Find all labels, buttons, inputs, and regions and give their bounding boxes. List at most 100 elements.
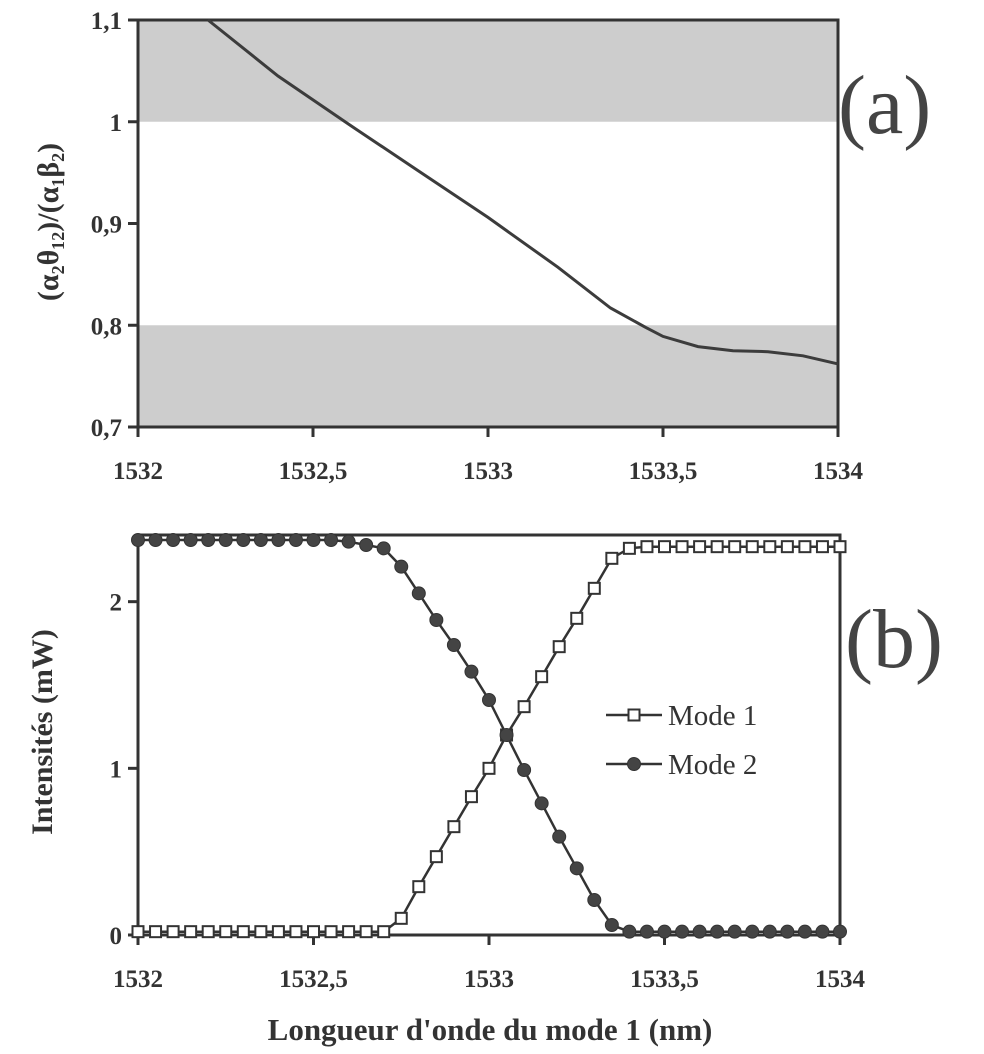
- mode-2-point: [692, 924, 707, 939]
- mode-1-point: [587, 581, 601, 595]
- y-tick-label: 1: [110, 110, 123, 137]
- mode-2-point: [411, 586, 426, 601]
- mode-1-point: [658, 540, 671, 554]
- mode-2-point: [341, 534, 356, 549]
- mode-2-point: [236, 533, 251, 547]
- x-tick-label: 1532: [113, 966, 163, 993]
- mode-1-point: [833, 540, 847, 554]
- mode-1-point: [412, 880, 426, 894]
- y-tick-label: 1: [110, 756, 123, 783]
- mode-2-point: [552, 829, 567, 844]
- y-axis-label-a: (α₂θ₁₂)/(α₁β₂): [32, 143, 65, 301]
- mode-2-point: [780, 924, 795, 939]
- mode-2-point: [359, 538, 374, 552]
- x-tick-label: 1533,5: [630, 966, 699, 993]
- x-tick-label: 1532,5: [279, 458, 348, 485]
- y-tick-label: 0: [110, 923, 123, 950]
- mode-1-point: [236, 925, 250, 939]
- mode-1-point: [798, 540, 812, 554]
- mode-1-point: [815, 540, 829, 554]
- legend: Mode 1 Mode 2: [606, 700, 757, 781]
- mode-2-point: [727, 924, 742, 939]
- mode-2-point: [482, 693, 496, 707]
- mode-1-point: [307, 925, 320, 939]
- y-tick-label: 0,9: [91, 212, 122, 239]
- mode-1-point: [570, 611, 584, 625]
- mode-1-point: [482, 761, 496, 775]
- mode-2-point: [446, 638, 461, 652]
- mode-2-point: [710, 924, 725, 939]
- mode-1-point: [289, 925, 303, 939]
- legend-label-mode-2: Mode 2: [668, 749, 757, 781]
- panel-label-a: (a): [838, 59, 931, 152]
- x-tick-label: 1532: [113, 458, 163, 485]
- mode-2-point: [604, 918, 619, 932]
- mode-2-line: [138, 538, 840, 933]
- mode-2-point: [166, 533, 181, 547]
- mode-2-point: [148, 533, 163, 547]
- x-tick-label: 1533: [463, 458, 513, 485]
- mode-1-point: [447, 820, 461, 834]
- mode-2-point: [517, 763, 532, 777]
- x-tick-label: 1533: [464, 966, 514, 993]
- mode-2-point: [569, 861, 584, 876]
- mode-2-point: [587, 893, 602, 907]
- mode-1-point: [780, 540, 794, 554]
- mode-1-point: [710, 540, 724, 554]
- legend-marker-mode-2: [627, 757, 641, 771]
- mode-2-point: [324, 533, 339, 547]
- mode-2-point: [815, 924, 830, 939]
- mode-1-point: [394, 911, 408, 925]
- x-tick-label: 1534: [815, 966, 866, 993]
- mode-2-point: [306, 533, 321, 547]
- shaded-band: [138, 325, 838, 427]
- mode-1-point: [728, 540, 742, 554]
- mode-1-line: [138, 545, 840, 933]
- mode-2-point: [534, 796, 549, 811]
- mode-2-point: [376, 541, 391, 556]
- mode-1-point: [219, 925, 233, 939]
- mode-2-point: [657, 924, 672, 939]
- mode-1-point: [535, 670, 549, 684]
- mode-1-point: [693, 540, 707, 554]
- mode-2-point: [288, 533, 303, 547]
- mode-2-point: [394, 559, 409, 574]
- panel-a: 1532 1532,5 1533 1533,5 1534 0,7 0,8 0,9 1 1,1: [91, 8, 864, 485]
- mode-2-point: [499, 728, 514, 742]
- y-tick-label: 0,7: [91, 415, 122, 442]
- legend-label-mode-1: Mode 1: [668, 700, 757, 732]
- mode-1-point: [166, 925, 180, 939]
- mode-1-point: [429, 850, 443, 864]
- panel-b: 1532 1532,5 1533 1533,5 1534 0 1 2 Mode 1 Mode 2: [110, 533, 866, 993]
- y-tick-label: 1,1: [91, 8, 122, 35]
- mode-2-point: [429, 613, 444, 627]
- mode-1-point: [271, 925, 285, 939]
- mode-1-point: [149, 925, 163, 939]
- mode-1-point: [201, 925, 215, 939]
- mode-2-point: [745, 924, 760, 939]
- mode-2-point: [131, 533, 145, 547]
- x-axis-label-b: Longueur d'onde du mode 1 (nm): [268, 1012, 713, 1047]
- mode-2-point: [622, 924, 637, 939]
- panel-label-b: (b): [845, 593, 943, 686]
- mode-2-point: [797, 924, 812, 939]
- mode-1-point: [745, 540, 759, 554]
- plot-frame: [136, 533, 842, 937]
- mode-1-point: [675, 540, 689, 554]
- mode-1-point: [184, 925, 198, 939]
- mode-2-point: [183, 533, 198, 547]
- mode-2-point: [464, 664, 479, 679]
- ratio-curve: [207, 18, 839, 366]
- mode-1-point: [342, 925, 356, 939]
- y-tick-label: 2: [110, 590, 123, 617]
- mode-2-point: [762, 924, 777, 939]
- mode-1-point: [622, 541, 636, 555]
- y-tick-label: 0,8: [91, 313, 122, 340]
- mode-2-point: [271, 533, 286, 547]
- mode-1-point: [131, 925, 145, 939]
- mode-1-point: [605, 551, 619, 565]
- mode-1-point: [552, 640, 566, 654]
- mode-1-point: [254, 925, 268, 939]
- x-tick-label: 1533,5: [629, 458, 698, 485]
